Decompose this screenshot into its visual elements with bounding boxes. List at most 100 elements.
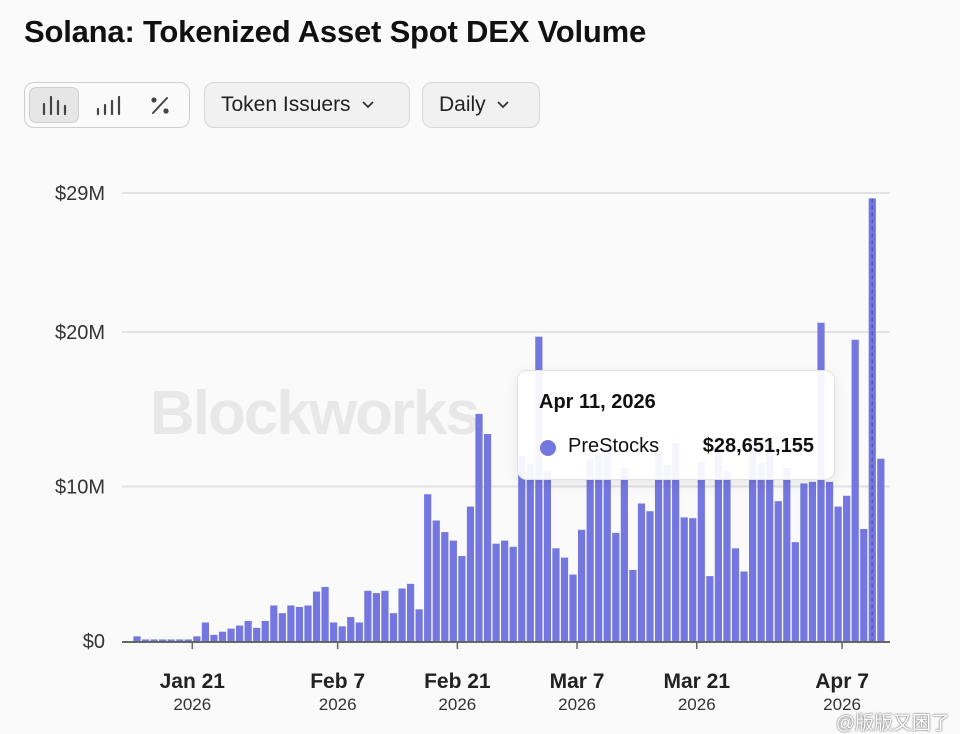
x-tick-year: 2026 bbox=[558, 695, 596, 714]
tooltip-date: Apr 11, 2026 bbox=[539, 391, 656, 413]
bar bbox=[176, 639, 184, 641]
x-tick-label: Feb 7 bbox=[310, 670, 365, 693]
bar bbox=[654, 452, 663, 641]
bar bbox=[825, 481, 834, 641]
bar bbox=[603, 447, 611, 641]
bar bbox=[449, 540, 457, 641]
blockworks-watermark: Blockworks bbox=[150, 379, 480, 448]
x-tick-year: 2026 bbox=[823, 695, 861, 714]
bar bbox=[295, 607, 304, 641]
x-tick-label: Feb 21 bbox=[424, 670, 491, 693]
bar bbox=[749, 440, 757, 641]
bar bbox=[218, 631, 227, 641]
bar bbox=[680, 517, 688, 641]
x-tick-year: 2026 bbox=[173, 695, 211, 714]
bar bbox=[578, 529, 586, 641]
tooltip-value: $28,651,155 bbox=[702, 435, 814, 457]
bar bbox=[432, 520, 440, 641]
bar bbox=[355, 622, 363, 641]
bar bbox=[663, 464, 671, 641]
bar bbox=[201, 622, 209, 641]
bar bbox=[817, 322, 825, 641]
bar bbox=[407, 583, 415, 641]
token-issuers-label: Token Issuers bbox=[221, 93, 351, 116]
bar bbox=[458, 556, 466, 641]
bar bbox=[424, 494, 432, 641]
x-tick-label: Apr 7 bbox=[815, 670, 869, 693]
bar bbox=[483, 433, 492, 641]
bar bbox=[851, 339, 859, 641]
bar bbox=[364, 590, 372, 641]
bar bbox=[757, 463, 765, 641]
chart-type-toggle bbox=[24, 82, 190, 128]
bar bbox=[347, 617, 355, 641]
bar bbox=[706, 576, 714, 641]
bar bbox=[312, 591, 321, 641]
bar bbox=[466, 506, 475, 641]
interval-label: Daily bbox=[439, 93, 486, 116]
x-tick-label: Mar 7 bbox=[550, 670, 605, 693]
y-tick-label: $0 bbox=[83, 631, 105, 653]
bar bbox=[321, 586, 329, 641]
bar bbox=[595, 455, 603, 641]
bar bbox=[244, 620, 252, 641]
tooltip: Apr 11, 2026 PreStocks $28,651,155 bbox=[517, 370, 835, 480]
bar bbox=[774, 501, 782, 641]
y-tick-label: $20M bbox=[55, 322, 105, 344]
bar bbox=[141, 639, 150, 641]
bar bbox=[791, 542, 799, 641]
bar bbox=[381, 590, 389, 641]
percent-button[interactable] bbox=[135, 87, 185, 123]
percent-icon bbox=[151, 97, 169, 114]
bar bbox=[210, 634, 218, 641]
bar bbox=[697, 461, 705, 641]
bar bbox=[808, 481, 817, 641]
bar bbox=[389, 613, 398, 641]
bar bbox=[672, 443, 680, 641]
bar bbox=[612, 532, 620, 641]
bar-chart-icon bbox=[42, 95, 67, 116]
bar bbox=[560, 557, 569, 641]
chevron-down-icon bbox=[497, 101, 509, 109]
bar bbox=[261, 620, 269, 641]
bar bbox=[415, 609, 423, 641]
bar bbox=[569, 574, 577, 641]
x-tick-year: 2026 bbox=[678, 695, 716, 714]
bar bbox=[637, 503, 646, 641]
bar bbox=[159, 639, 167, 641]
chevron-down-icon bbox=[361, 101, 374, 109]
bar bbox=[150, 639, 158, 641]
bar bbox=[877, 458, 885, 641]
interval-dropdown[interactable]: Daily bbox=[422, 82, 540, 128]
bar bbox=[740, 571, 748, 641]
bar bbox=[526, 463, 534, 641]
bar bbox=[586, 458, 594, 641]
bar bbox=[843, 495, 851, 641]
bar bbox=[227, 628, 235, 641]
bar bbox=[629, 569, 637, 641]
token-issuers-dropdown[interactable]: Token Issuers bbox=[204, 82, 410, 128]
bar bbox=[501, 540, 509, 641]
bar bbox=[509, 546, 517, 641]
bar bbox=[860, 529, 868, 641]
stacked-bar-icon bbox=[96, 95, 121, 116]
bar bbox=[270, 605, 278, 641]
x-tick-label: Jan 21 bbox=[160, 670, 226, 693]
bar bbox=[278, 613, 286, 641]
bar bbox=[475, 413, 483, 641]
bar bbox=[133, 636, 141, 641]
bar bbox=[723, 471, 731, 641]
stacked-bar-button[interactable] bbox=[83, 87, 133, 123]
bar bbox=[338, 626, 346, 641]
bar bbox=[193, 636, 201, 641]
bar-chart-button[interactable] bbox=[29, 87, 79, 123]
bar bbox=[714, 449, 722, 641]
bar bbox=[518, 455, 526, 641]
bar bbox=[646, 511, 654, 641]
bar bbox=[731, 548, 740, 641]
bar bbox=[236, 625, 244, 641]
x-tick-label: Mar 21 bbox=[663, 670, 730, 693]
tooltip-series-name: PreStocks bbox=[568, 435, 660, 457]
bar bbox=[492, 543, 500, 641]
